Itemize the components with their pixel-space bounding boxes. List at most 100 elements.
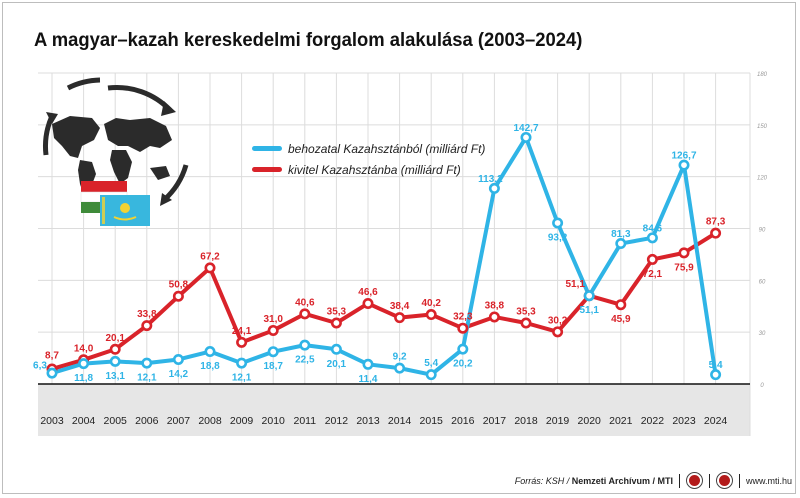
x-tick-label: 2020 bbox=[578, 415, 602, 427]
import-data-label: 51,1 bbox=[579, 305, 599, 316]
export-data-label: 40,6 bbox=[295, 297, 315, 308]
legend-swatch-import bbox=[252, 146, 282, 151]
x-tick-label: 2017 bbox=[483, 415, 507, 427]
export-data-point bbox=[520, 317, 532, 329]
y-tick-label: 180 bbox=[757, 72, 768, 78]
export-data-label: 38,8 bbox=[485, 300, 505, 311]
import-data-point bbox=[236, 357, 248, 369]
y-tick-label: 90 bbox=[759, 228, 766, 234]
import-data-label: 126,7 bbox=[671, 151, 696, 162]
x-tick-label: 2011 bbox=[294, 415, 317, 427]
import-data-point bbox=[552, 217, 564, 229]
export-series-line bbox=[50, 231, 718, 371]
export-data-label: 38,4 bbox=[390, 301, 410, 312]
x-tick-label: 2016 bbox=[451, 415, 475, 427]
x-tick-label: 2018 bbox=[514, 415, 538, 427]
import-data-point bbox=[457, 343, 469, 355]
import-data-label: 93,2 bbox=[548, 232, 568, 243]
footer: Forrás: KSH / Nemzeti Archívum / MTI www… bbox=[515, 472, 792, 489]
export-data-label: 33,8 bbox=[137, 309, 157, 320]
import-data-point bbox=[78, 358, 90, 370]
x-axis-band bbox=[38, 384, 750, 436]
import-data-label: 81,3 bbox=[611, 229, 631, 240]
export-data-label: 51,1 bbox=[565, 279, 585, 290]
export-data-point bbox=[236, 336, 248, 348]
arrow-arc-top bbox=[107, 84, 172, 112]
x-tick-label: 2005 bbox=[104, 415, 128, 427]
x-tick-label: 2022 bbox=[641, 415, 665, 427]
export-data-label: 14,0 bbox=[74, 343, 94, 354]
chart-title: A magyar–kazah kereskedelmi forgalom ala… bbox=[34, 30, 583, 51]
export-data-label: 32,3 bbox=[453, 312, 473, 323]
legend-item-import: behozatal Kazahsztánból (milliárd Ft) bbox=[252, 138, 485, 159]
import-data-label: 6,3 bbox=[33, 361, 47, 372]
x-tick-label: 2008 bbox=[198, 415, 222, 427]
import-data-label: 12,1 bbox=[137, 373, 157, 384]
import-data-label: 14,2 bbox=[169, 369, 189, 380]
import-data-label: 5,4 bbox=[424, 358, 438, 369]
x-tick-label: 2023 bbox=[672, 415, 696, 427]
import-data-point bbox=[488, 182, 500, 194]
export-data-point bbox=[172, 290, 184, 302]
y-tick-label: 30 bbox=[759, 331, 766, 337]
export-data-point bbox=[615, 299, 627, 311]
import-data-point bbox=[46, 367, 58, 379]
import-data-point bbox=[267, 346, 279, 358]
export-data-label: 67,2 bbox=[200, 251, 220, 262]
source-agency: Nemzeti Archívum / MTI bbox=[571, 475, 673, 486]
import-data-label: 9,2 bbox=[393, 352, 407, 363]
export-data-label: 8,7 bbox=[45, 350, 59, 361]
source-prefix: Forrás: KSH / bbox=[514, 475, 572, 486]
export-data-point bbox=[141, 320, 153, 332]
import-data-label: 12,1 bbox=[232, 373, 252, 384]
nemzeti-archivum-logo-icon bbox=[685, 472, 703, 489]
flag-kazakhstan bbox=[100, 195, 150, 226]
import-data-point bbox=[109, 355, 121, 367]
import-data-point bbox=[362, 358, 374, 370]
import-data-label: 84,6 bbox=[643, 223, 663, 234]
site-link[interactable]: www.mti.hu bbox=[745, 475, 792, 486]
world-map-icon bbox=[43, 77, 189, 206]
legend-item-export: kivitel Kazahsztánba (milliárd Ft) bbox=[252, 159, 485, 180]
source-text: Forrás: KSH / Nemzeti Archívum / MTI bbox=[515, 476, 673, 486]
export-data-point bbox=[488, 311, 500, 323]
x-tick-label: 2012 bbox=[325, 415, 349, 427]
data-labels: 6,3 11,8 13,1 12,1 14,2 18,8 12,1 18,7 22,5 20,1 1… bbox=[33, 123, 726, 385]
y-tick-label: 150 bbox=[757, 124, 768, 130]
divider bbox=[738, 473, 740, 488]
import-data-label: 18,8 bbox=[200, 361, 220, 372]
export-data-label: 30,2 bbox=[548, 315, 568, 326]
import-series-line bbox=[50, 135, 718, 377]
import-data-point bbox=[330, 343, 342, 355]
legend-label-import: behozatal Kazahsztánból (milliárd Ft) bbox=[288, 141, 486, 156]
x-tick-label: 2009 bbox=[230, 415, 254, 427]
import-data-point bbox=[678, 159, 690, 171]
legend: behozatal Kazahsztánból (milliárd Ft) ki… bbox=[252, 138, 485, 180]
australia-shape bbox=[150, 166, 170, 180]
export-data-label: 35,3 bbox=[327, 307, 347, 318]
import-data-point bbox=[172, 353, 184, 365]
export-data-point bbox=[204, 262, 216, 274]
export-data-point bbox=[267, 324, 279, 336]
import-data-label: 11,8 bbox=[74, 373, 93, 384]
export-data-point bbox=[362, 297, 374, 309]
north-america-shape bbox=[52, 116, 100, 158]
mti-logo-icon bbox=[715, 472, 733, 489]
arrowhead-left bbox=[46, 112, 58, 124]
export-data-label: 46,6 bbox=[358, 287, 378, 298]
arrowhead-right bbox=[160, 193, 172, 206]
x-tick-label: 2010 bbox=[262, 415, 286, 427]
arrowhead-top bbox=[161, 101, 176, 116]
import-data-point bbox=[204, 346, 216, 358]
export-data-label: 72,1 bbox=[643, 269, 663, 280]
series-lines bbox=[50, 135, 718, 377]
series-points bbox=[46, 131, 722, 381]
import-data-label: 18,7 bbox=[263, 361, 283, 372]
legend-label-export: kivitel Kazahsztánba (milliárd Ft) bbox=[288, 162, 461, 177]
import-data-point bbox=[710, 369, 722, 381]
import-data-point bbox=[299, 339, 311, 351]
y-axis-ticks: 0 30 60 90 120 150 180 bbox=[757, 72, 768, 389]
eurasia-shape bbox=[104, 118, 172, 152]
export-data-label: 24,1 bbox=[232, 326, 252, 337]
